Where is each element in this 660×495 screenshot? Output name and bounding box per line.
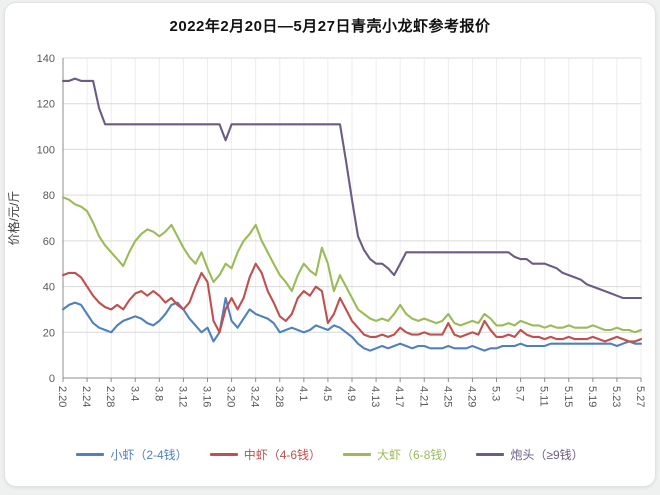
legend-swatch-1 [209, 453, 238, 456]
legend: 小虾（2-4钱） 中虾（4-6钱） 大虾（6-8钱） 炮头（≥9钱） [76, 446, 584, 463]
x-tick-label: 2.24 [80, 386, 92, 407]
series-line-2 [61, 196, 643, 334]
x-tick-label: 3.28 [273, 386, 285, 407]
y-tick-label: 140 [37, 53, 55, 65]
legend-label-1: 中虾（4-6钱） [243, 448, 322, 462]
x-tick-label: 3.20 [225, 386, 237, 407]
y-tick-label: 60 [43, 236, 55, 248]
y-axis-label: 价格/元/斤 [6, 191, 21, 246]
x-tick-label: 4.13 [369, 386, 381, 407]
x-tick-label: 4.9 [345, 386, 357, 401]
x-tick-label: 5.15 [562, 386, 574, 407]
x-tick-label: 3.24 [249, 386, 261, 407]
y-tick-label: 120 [37, 99, 55, 111]
series-line-0 [61, 296, 643, 352]
legend-item-3: 炮头（≥9钱） [476, 446, 584, 463]
x-tick-label: 4.1 [297, 386, 309, 401]
y-tick-label: 20 [43, 327, 55, 339]
x-tick-label: 5.3 [490, 386, 502, 401]
legend-swatch-2 [343, 453, 372, 456]
x-tick-label: 3.16 [201, 386, 213, 407]
x-tick-label: 4.5 [321, 386, 333, 401]
x-tick-label: 2.28 [104, 386, 116, 407]
y-tick-label: 80 [43, 190, 55, 202]
x-tick-label: 5.7 [514, 386, 526, 401]
legend-item-0: 小虾（2-4钱） [76, 446, 188, 463]
y-tick-label: 0 [49, 373, 55, 385]
x-tick-label: 5.27 [634, 386, 646, 407]
x-tick-label: 5.23 [610, 386, 622, 407]
x-tick-label: 4.25 [441, 386, 453, 407]
legend-label-0: 小虾（2-4钱） [110, 448, 188, 462]
x-tick-label: 4.17 [393, 386, 405, 407]
legend-label-2: 大虾（6-8钱） [377, 448, 455, 462]
x-tick-label: 2.20 [56, 386, 68, 407]
x-tick-label: 4.29 [465, 386, 477, 407]
legend-swatch-3 [476, 453, 505, 456]
series-line-1 [61, 262, 643, 343]
y-tick-label: 40 [43, 282, 55, 294]
legend-swatch-0 [76, 453, 105, 456]
legend-label-3: 炮头（≥9钱） [510, 448, 584, 462]
x-tick-label: 3.12 [176, 386, 188, 407]
chart-card: 2022年2月20日—5月27日青壳小龙虾参考报价 0 20 40 60 80 100 12… [4, 2, 656, 487]
series-line-3 [61, 77, 643, 300]
x-tick-label: 5.19 [586, 386, 598, 407]
x-tick-label: 4.21 [417, 386, 429, 407]
chart-title: 2022年2月20日—5月27日青壳小龙虾参考报价 [169, 18, 491, 35]
x-tick-label: 3.4 [128, 386, 140, 401]
x-tick-label: 5.11 [538, 386, 550, 407]
legend-item-1: 中虾（4-6钱） [209, 446, 322, 463]
price-chart: 0 20 40 60 80 100 120 140 2.20 2.24 2.28 3.4 3.8 3.12… [6, 53, 646, 407]
legend-item-2: 大虾（6-8钱） [343, 446, 454, 463]
x-tick-label: 3.8 [152, 386, 164, 401]
y-tick-label: 100 [37, 144, 55, 156]
